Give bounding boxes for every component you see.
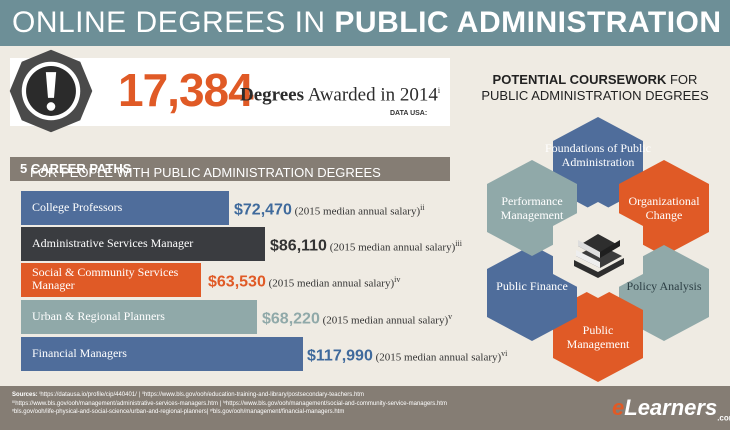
career-bar: Financial Managers [21,337,303,371]
degrees-label: Degrees Awarded in 2014i [240,84,441,106]
books-icon [574,234,624,278]
elearners-logo[interactable]: eLearners.com [612,395,730,423]
career-salary: $86,110 (2015 median annual salary)iii [270,237,462,255]
career-label: Financial Managers [32,346,127,360]
course-foundations: Foundations of Public Administration [544,141,651,169]
career-bar: College Professors [21,191,229,225]
course-public-finance: Public Finance [496,279,568,293]
career-bar: Urban & Regional Planners [21,300,257,334]
career-salary: $72,470 (2015 median annual salary)ii [234,201,425,219]
career-paths-header: 5 CAREER PATHS FOR PEOPLE WITH PUBLIC AD… [10,157,450,181]
coursework-title: POTENTIAL COURSEWORK FOR PUBLIC ADMINIST… [481,72,709,103]
course-organizational-change: Organizational Change [628,194,700,222]
career-label: Administrative Services Manager [32,236,194,250]
course-performance-management: Performance Management [500,194,564,222]
career-salary: $68,220 (2015 median annual salary)v [262,310,453,328]
career-bar: Social & Community Services Manager [21,263,201,297]
course-public-management: Public Management [566,323,630,351]
career-bar: Administrative Services Manager [21,227,265,261]
course-policy-analysis: Policy Analysis [626,279,702,293]
exclamation-icon [9,49,93,133]
page-title: ONLINE DEGREES IN PUBLIC ADMINISTRATION [12,6,722,39]
career-label: College Professors [32,200,123,214]
degrees-count: 17,384 [118,64,254,116]
career-label: Social & Community Services Manager [32,265,179,292]
sources-footer: Sources: ⁱhttps://datausa.io/profile/cip… [0,386,730,430]
career-salary: $117,990 (2015 median annual salary)vi [307,347,508,365]
sources-text: Sources: ⁱhttps://datausa.io/profile/cip… [12,392,447,415]
career-salary: $63,530 (2015 median annual salary)iv [208,273,401,291]
title-banner: ONLINE DEGREES IN PUBLIC ADMINISTRATION [0,0,730,46]
career-label: Urban & Regional Planners [32,309,165,323]
data-source: DATA USA: [390,110,428,117]
